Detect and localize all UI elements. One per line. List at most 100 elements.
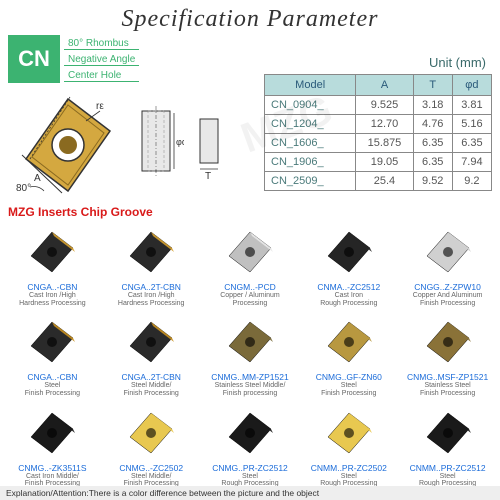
top-section: CN 80° Rhombus Negative Angle Center Hol… [0,35,500,201]
table-cell: 3.81 [452,96,491,115]
product-thumb [211,404,289,462]
cn-desc-line: 80° Rhombus [64,37,139,50]
product-code: CNMG..GF-ZN60 [300,372,397,382]
page-title: Specification Parameter [0,0,500,35]
svg-text:A: A [34,173,41,184]
cn-desc-line: Center Hole [64,69,139,82]
product-thumb [409,313,487,371]
product-thumb [13,404,91,462]
product-code: CNGA..-CBN [4,372,101,382]
svg-text:rε: rε [96,101,104,112]
table-cell: 6.35 [413,134,452,153]
table-header: A [356,75,413,96]
product-thumb [211,313,289,371]
product-cell: CNMM..PR-ZC2512SteelRough Processing [399,402,496,490]
product-code: CNMA..-ZC2512 [300,282,397,292]
diagram-area: A 80° rε φd T [8,91,258,201]
spec-table: Model A T φd CN_0904_9.5253.183.81CN_120… [264,74,492,191]
product-thumb [310,404,388,462]
table-row: CN_1906_19.056.357.94 [265,153,492,172]
product-thumb [112,223,190,281]
product-cell: CNMA..-ZC2512Cast IronRough Processing [300,221,397,309]
product-thumb [13,223,91,281]
table-cell: 9.525 [356,96,413,115]
table-cell: CN_1204_ [265,115,356,134]
chip-groove-note: MZG Inserts Chip Groove [8,205,500,219]
product-cell: CNGA..2T-CBNCast Iron /HighHardness Proc… [103,221,200,309]
rhombus-top-diagram: A 80° rε [8,91,128,201]
product-use: SteelFinish Processing [4,382,101,397]
cn-desc-line: Negative Angle [64,53,139,66]
product-thumb [112,404,190,462]
table-row: CN_1204_12.704.765.16 [265,115,492,134]
product-use: SteelFinish Processing [300,382,397,397]
table-cell: CN_1906_ [265,153,356,172]
product-code: CNMG..MM-ZP1521 [202,372,299,382]
product-code: CNGM..-PCD [202,282,299,292]
svg-text:φd: φd [176,137,184,147]
table-cell: 3.18 [413,96,452,115]
product-cell: CNGA..2T-CBNSteel Middle/Finish Processi… [103,311,200,399]
product-thumb [211,223,289,281]
product-code: CNGA..2T-CBN [103,282,200,292]
table-cell: 12.70 [356,115,413,134]
table-header: Model [265,75,356,96]
product-use: Steel Middle/Finish Processing [103,382,200,397]
cn-description: 80° Rhombus Negative Angle Center Hole [64,35,139,83]
product-use: Cast Iron /HighHardness Processing [4,292,101,307]
table-cell: 9.2 [452,172,491,191]
unit-label: Unit (mm) [264,55,486,70]
table-cell: 9.52 [413,172,452,191]
footer-note: Explanation/Attention:There is a color d… [0,486,500,500]
table-header: T [413,75,452,96]
product-code: CNGA..2T-CBN [103,372,200,382]
table-cell: CN_1606_ [265,134,356,153]
product-code: CNMM..PR-ZC2502 [300,463,397,473]
product-cell: CNMG..-ZK3511SCast Iron Middle/Finish Pr… [4,402,101,490]
product-thumb [409,223,487,281]
product-code: CNMG..PR-ZC2512 [202,463,299,473]
product-cell: CNGA..-CBNSteelFinish Processing [4,311,101,399]
product-thumb [409,404,487,462]
table-cell: CN_0904_ [265,96,356,115]
product-use: Copper And AluminumFinish Processing [399,292,496,307]
table-row: CN_2509_25.49.529.2 [265,172,492,191]
cn-badge: CN 80° Rhombus Negative Angle Center Hol… [8,35,258,83]
svg-text:T: T [205,171,211,181]
table-cell: CN_2509_ [265,172,356,191]
svg-text:80°: 80° [16,183,31,194]
product-use: Stainless SteelFinish Processing [399,382,496,397]
table-cell: 15.875 [356,134,413,153]
product-code: CNMG..-ZC2502 [103,463,200,473]
product-use: Copper / AluminumProcessing [202,292,299,307]
product-thumb [310,313,388,371]
product-code: CNMG..-ZK3511S [4,463,101,473]
left-column: CN 80° Rhombus Negative Angle Center Hol… [8,35,258,201]
product-use: Stainless Steel Middle/Finish processing [202,382,299,397]
product-thumb [112,313,190,371]
table-row: CN_0904_9.5253.183.81 [265,96,492,115]
product-code: CNMM..PR-ZC2512 [399,463,496,473]
product-use: Cast Iron /HighHardness Processing [103,292,200,307]
product-cell: CNMM..PR-ZC2502SteelRough Processing [300,402,397,490]
product-cell: CNMG..MM-ZP1521Stainless Steel Middle/Fi… [202,311,299,399]
product-cell: CNGA..-CBNCast Iron /HighHardness Proces… [4,221,101,309]
product-code: CNMG..MSF-ZP1521 [399,372,496,382]
product-cell: CNMG..PR-ZC2512SteelRough Processing [202,402,299,490]
product-thumb [310,223,388,281]
table-cell: 6.35 [452,134,491,153]
table-header: φd [452,75,491,96]
front-view-diagram: T [190,111,235,181]
product-thumb [13,313,91,371]
table-cell: 19.05 [356,153,413,172]
product-cell: CNGM..-PCDCopper / AluminumProcessing [202,221,299,309]
table-header-row: Model A T φd [265,75,492,96]
product-cell: CNGG..Z-ZPW10Copper And AluminumFinish P… [399,221,496,309]
product-code: CNGG..Z-ZPW10 [399,282,496,292]
side-view-diagram: φd [134,101,184,191]
table-cell: 7.94 [452,153,491,172]
product-cell: CNMG..GF-ZN60SteelFinish Processing [300,311,397,399]
table-cell: 25.4 [356,172,413,191]
table-cell: 5.16 [452,115,491,134]
right-column: Unit (mm) Model A T φd CN_0904_9.5253.18… [264,35,492,201]
